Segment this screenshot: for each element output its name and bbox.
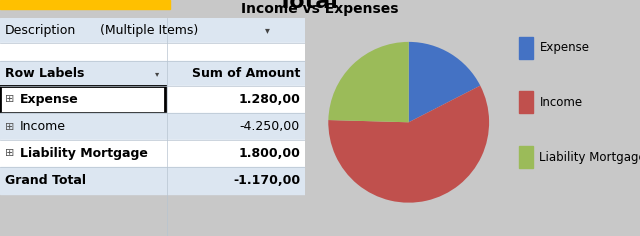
Text: Income vs Expenses: Income vs Expenses	[241, 2, 399, 16]
Text: Description: Description	[5, 24, 76, 37]
Text: 1.280,00: 1.280,00	[238, 93, 300, 106]
Text: (Multiple Items): (Multiple Items)	[100, 24, 198, 37]
Bar	[519, 37, 532, 59]
Text: Row Labels: Row Labels	[5, 67, 84, 80]
Bar	[519, 91, 532, 114]
Text: Grand Total: Grand Total	[5, 174, 86, 187]
Text: -1.170,00: -1.170,00	[233, 174, 300, 187]
Bar	[0, 0, 170, 9]
Bar	[0, 113, 305, 140]
Text: ▾: ▾	[155, 69, 159, 78]
Text: -4.250,00: -4.250,00	[240, 120, 300, 133]
Wedge shape	[328, 86, 489, 203]
Bar	[0, 86, 165, 113]
Text: ⊞: ⊞	[5, 94, 14, 105]
Wedge shape	[328, 42, 409, 122]
Wedge shape	[409, 42, 480, 122]
Text: Liability Mortgage: Liability Mortgage	[20, 147, 148, 160]
Text: 1.800,00: 1.800,00	[238, 147, 300, 160]
Text: Sum of Amount: Sum of Amount	[191, 67, 300, 80]
Bar	[0, 86, 305, 113]
Bar	[0, 167, 305, 194]
Text: Liability Mortgage: Liability Mortgage	[540, 151, 640, 164]
Text: Total: Total	[278, 0, 339, 12]
Text: ⊞: ⊞	[5, 148, 14, 159]
Text: ▾: ▾	[265, 25, 270, 35]
Text: Expense: Expense	[20, 93, 79, 106]
Bar	[0, 18, 305, 43]
Text: Income: Income	[20, 120, 66, 133]
Text: Income: Income	[540, 96, 582, 109]
Bar	[519, 146, 532, 168]
Bar	[0, 61, 305, 86]
Bar	[0, 43, 305, 61]
Text: ⊞: ⊞	[5, 122, 14, 131]
Text: Expense: Expense	[540, 41, 589, 54]
Bar	[0, 140, 305, 167]
